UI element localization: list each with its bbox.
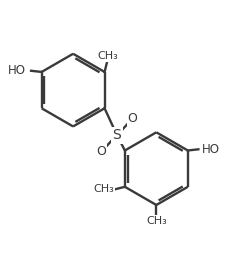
Text: HO: HO — [8, 64, 26, 77]
Text: CH₃: CH₃ — [94, 184, 115, 194]
Text: S: S — [113, 128, 121, 142]
Text: HO: HO — [202, 143, 220, 156]
Text: O: O — [128, 112, 138, 125]
Text: CH₃: CH₃ — [146, 216, 167, 226]
Text: CH₃: CH₃ — [97, 51, 118, 61]
Text: O: O — [96, 145, 106, 158]
